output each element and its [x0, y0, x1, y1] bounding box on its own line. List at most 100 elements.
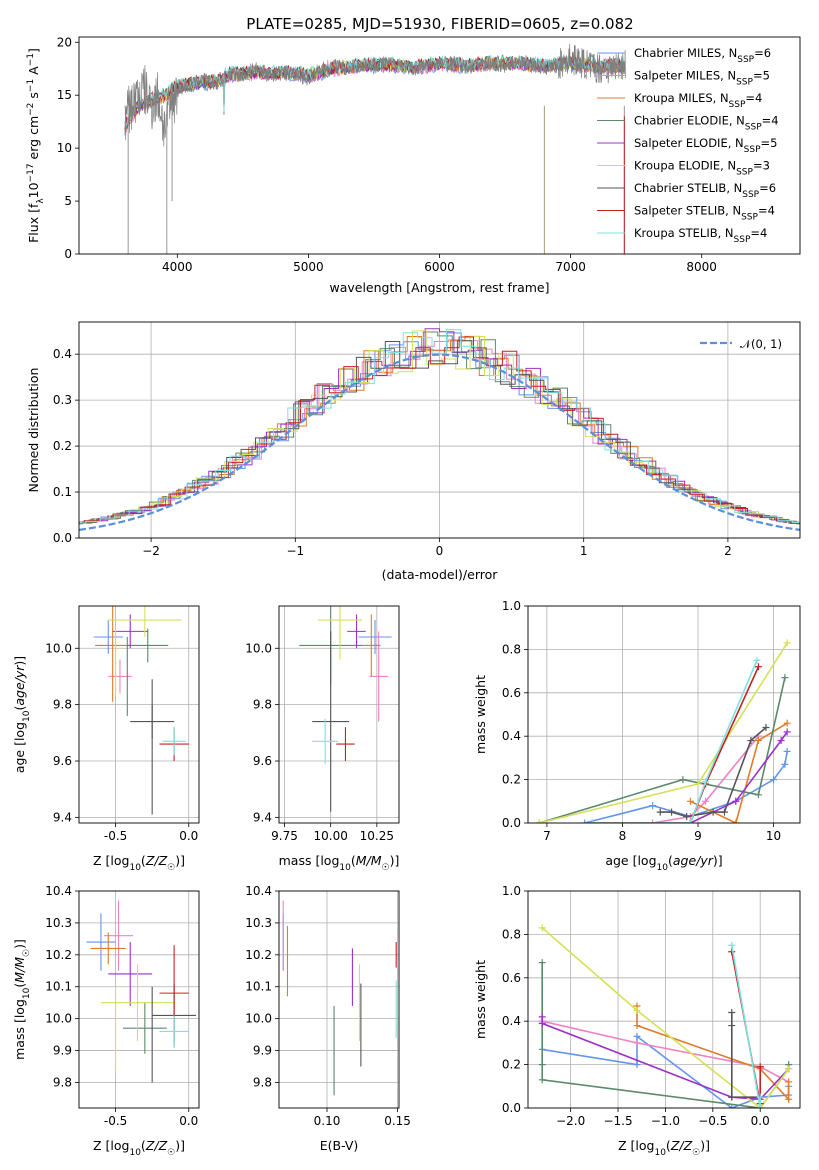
label-part: )] [12, 939, 27, 949]
y-tick-label: 9.8 [53, 698, 72, 712]
axes-frame [78, 890, 200, 1109]
legend-label: Chabrier ELODIE, NSSP=4 [634, 114, 779, 133]
x-tick-label: 0.10 [314, 1114, 341, 1128]
axes-frame [78, 605, 200, 824]
label-part: SSP [742, 190, 759, 200]
weight-point [754, 737, 762, 745]
label-part: )] [700, 1138, 710, 1153]
label-part: A [26, 66, 41, 79]
weight-point [756, 1063, 764, 1071]
y-tick-label: 10.0 [245, 641, 272, 655]
weight-point [732, 797, 740, 805]
weight-point [694, 780, 702, 788]
weight-point [747, 737, 755, 745]
y-tick-label: 0.6 [502, 686, 521, 700]
weight-point [781, 760, 789, 768]
legend-label: Chabrier MILES, NSSP=6 [634, 46, 771, 65]
x-axis-label: E(B-V) [320, 1138, 359, 1153]
y-tick-label: 10.0 [245, 1012, 272, 1026]
spectrum-lines [124, 43, 626, 254]
label-part: Salpeter MILES, N [634, 69, 736, 83]
y-axis-label: Flux [fλ10−17 erg cm−2 s−1 A−1] [26, 48, 46, 243]
weight-point [633, 1006, 641, 1014]
x-tick-label: 7 [543, 829, 551, 843]
label-part: 10 [22, 710, 32, 722]
weight-point [679, 776, 687, 784]
weight-point [785, 1078, 793, 1086]
label-part: =4 [750, 226, 767, 240]
label-part: 10 [26, 182, 41, 198]
data-spectrum-line [124, 43, 626, 147]
y-tick-label: 10.1 [245, 980, 272, 994]
legend-label: Salpeter ELODIE, NSSP=5 [634, 136, 777, 155]
x-axis-label: age [log10(age/yr)] [605, 853, 722, 873]
axes-spectrum: 4000 5000 6000 7000 8000 0 5 10 15 20 wavelength [… [26, 35, 801, 295]
label-part: mass [log [279, 853, 340, 868]
x-axis-label: (data-model)/error [382, 567, 499, 582]
label-part: SSP [729, 100, 746, 110]
weight-point [633, 1032, 641, 1040]
x-tick-label: 0 [436, 544, 444, 558]
x-axis-label: Z [log10(Z/Z☉)] [618, 1138, 710, 1158]
weight-point [538, 1061, 546, 1069]
weight-point [732, 819, 740, 823]
weight-point [683, 812, 691, 820]
y-axis-label: age [log10(age/yr)] [12, 656, 32, 773]
y-tick-label: 9.6 [53, 754, 72, 768]
weight-point [649, 802, 657, 810]
x-tick-label: 0.0 [179, 1114, 198, 1128]
y-tick-label: 0.2 [53, 439, 72, 453]
y-tick-label: 9.6 [253, 754, 272, 768]
x-tick-label: 10.25 [360, 829, 394, 843]
weight-line [652, 735, 760, 823]
axes-frame [78, 321, 801, 539]
axes-age-vs-mass: 9.75 10.00 10.25 9.4 9.6 9.8 10.0 mass [log10(M… [245, 605, 400, 873]
weight-point [581, 819, 589, 823]
label-part: Z/Z [145, 853, 168, 868]
label-part: Kroupa ELODIE, N [634, 159, 736, 173]
x-tick-label: 2 [724, 544, 732, 558]
weight-point [538, 1013, 546, 1021]
label-part: mass [log [12, 999, 27, 1060]
weight-point [633, 1022, 641, 1030]
x-tick-label: 6000 [424, 260, 455, 274]
y-tick-label: 9.8 [253, 698, 272, 712]
label-part: )] [713, 853, 723, 868]
weight-point [783, 639, 791, 647]
label-part: s [26, 92, 41, 103]
y-tick-label: 0.0 [502, 1101, 521, 1115]
x-tick-label: 8 [619, 829, 627, 843]
y-tick-label: 9.4 [253, 810, 272, 824]
weight-lines [538, 924, 793, 1108]
weight-point [633, 1061, 641, 1069]
x-tick-label: 7000 [555, 260, 586, 274]
x-tick-label: 0.0 [179, 829, 198, 843]
label-part: ☉ [692, 1148, 700, 1158]
label-part: −2 [26, 103, 36, 116]
label-part: Z [log [618, 1138, 654, 1153]
label-part: SSP [734, 235, 751, 245]
histogram-step [79, 340, 800, 525]
weight-lines [535, 639, 791, 823]
axes-frame [78, 36, 801, 255]
normal-curve [79, 353, 800, 531]
label-part: SSP [745, 123, 762, 133]
label-part: −1 [26, 79, 36, 92]
axes-frame [527, 890, 801, 1109]
x-tick-label: 5000 [293, 260, 324, 274]
model-spectrum-line [124, 58, 626, 136]
label-part: Flux [f [26, 203, 41, 243]
y-tick-label: 9.4 [53, 810, 72, 824]
weight-point [702, 797, 710, 805]
label-part: ( [12, 706, 27, 711]
weight-line [541, 927, 790, 1108]
label-part: ☉ [22, 949, 32, 957]
weight-point [728, 1104, 736, 1108]
weight-point [538, 959, 546, 967]
x-tick-label: −2.0 [556, 1114, 585, 1128]
errorbars [282, 900, 397, 1096]
y-axis-label: mass [log10(M/M☉)] [12, 939, 32, 1060]
label-part: λ [36, 198, 46, 204]
axes-frame [278, 605, 400, 824]
